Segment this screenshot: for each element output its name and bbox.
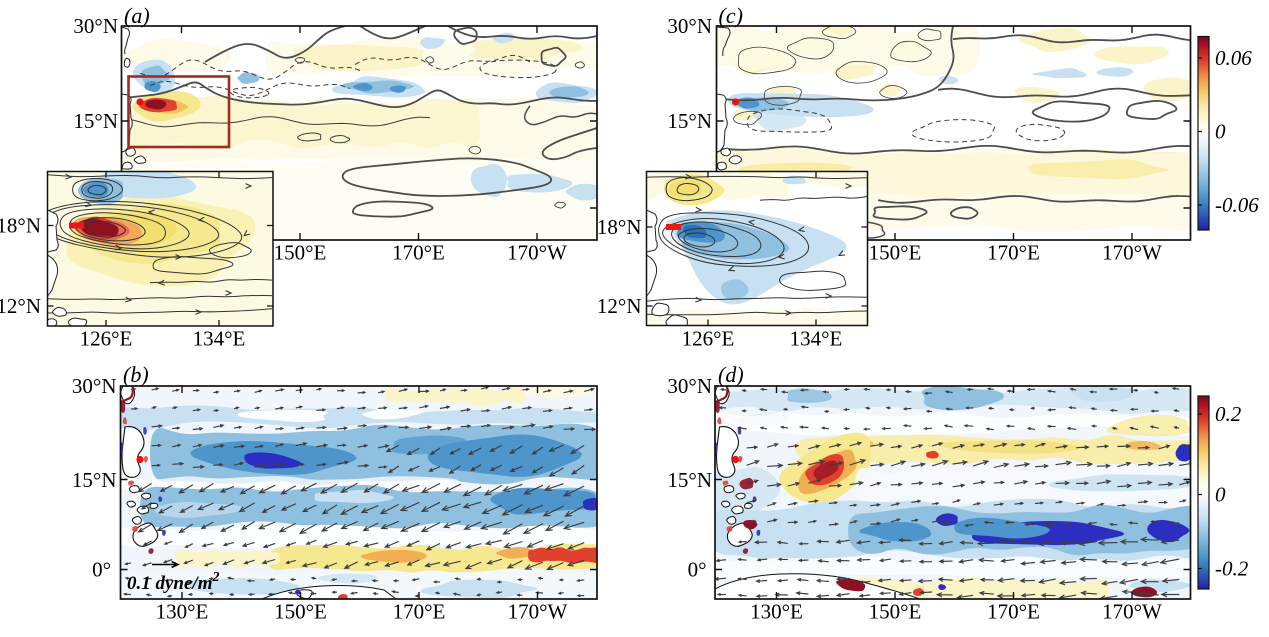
svg-text:12°N: 12°N [0,294,41,318]
svg-text:170°E: 170°E [392,241,445,265]
svg-text:150°E: 150°E [274,241,327,265]
svg-text:30°N: 30°N [667,374,712,398]
svg-text:-0.2: -0.2 [1215,557,1249,581]
svg-text:134°E: 134°E [790,327,843,351]
svg-text:170°E: 170°E [987,241,1040,265]
svg-text:18°N: 18°N [597,215,642,239]
svg-text:15°N: 15°N [73,109,118,133]
svg-text:170°E: 170°E [987,600,1040,624]
svg-text:170°W: 170°W [508,600,568,624]
svg-text:0.2: 0.2 [1215,402,1242,426]
svg-text:0: 0 [1215,120,1226,144]
svg-text:0°: 0° [92,558,111,582]
svg-text:150°E: 150°E [869,600,922,624]
svg-text:30°N: 30°N [667,14,712,38]
svg-text:(b): (b) [123,362,149,387]
svg-text:15°N: 15°N [667,109,712,133]
svg-text:15°N: 15°N [667,468,712,492]
svg-text:0.06: 0.06 [1215,46,1252,70]
svg-text:126°E: 126°E [80,327,133,351]
svg-text:(d): (d) [718,362,744,387]
svg-text:150°E: 150°E [869,241,922,265]
svg-text:170°W: 170°W [507,241,567,265]
svg-text:0: 0 [1215,483,1226,507]
svg-text:150°E: 150°E [274,600,327,624]
svg-text:0°: 0° [688,558,707,582]
svg-text:0.1 dyne/m2: 0.1 dyne/m2 [127,570,220,594]
svg-text:30°N: 30°N [72,374,117,398]
svg-text:30°N: 30°N [73,14,118,38]
svg-text:-0.06: -0.06 [1215,193,1259,217]
svg-text:130°E: 130°E [156,600,209,624]
svg-text:18°N: 18°N [0,214,41,238]
svg-text:12°N: 12°N [597,294,642,318]
svg-text:170°E: 170°E [393,600,446,624]
svg-text:130°E: 130°E [750,600,803,624]
svg-text:170°W: 170°W [1102,241,1162,265]
svg-text:170°W: 170°W [1102,600,1162,624]
svg-text:(c): (c) [719,3,743,28]
svg-text:(a): (a) [124,3,150,28]
svg-text:15°N: 15°N [72,468,117,492]
svg-text:134°E: 134°E [193,327,246,351]
svg-text:126°E: 126°E [682,327,735,351]
